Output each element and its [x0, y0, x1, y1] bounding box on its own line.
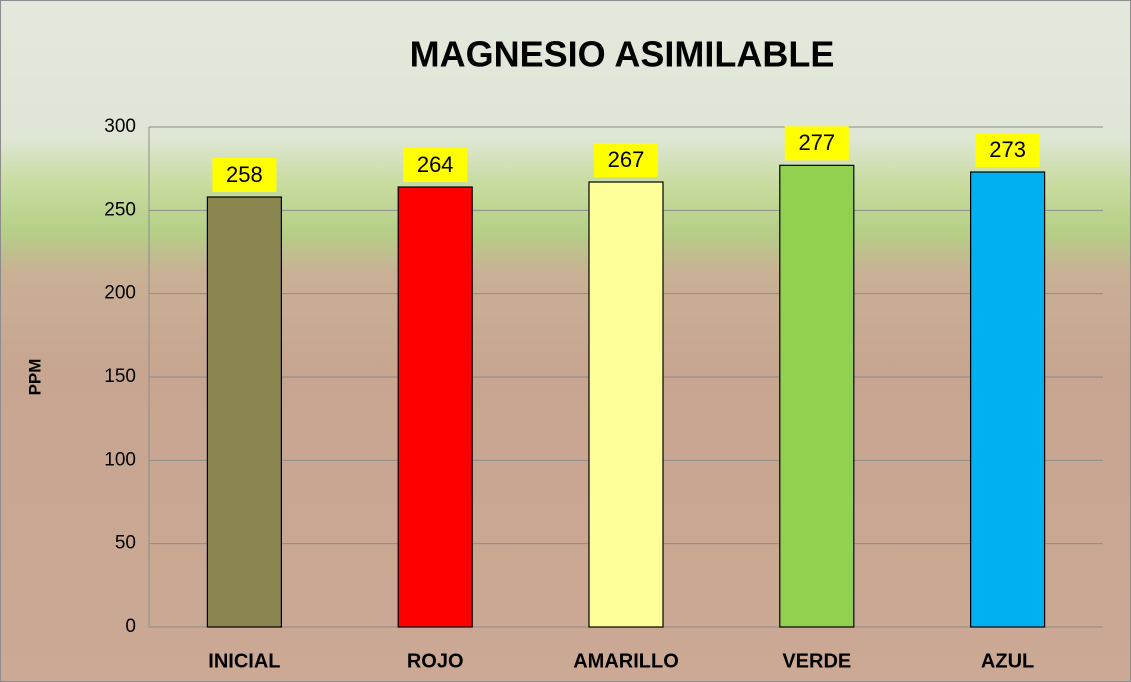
y-tick-label: 50: [115, 533, 136, 554]
bar: [207, 197, 281, 627]
bar: [971, 172, 1045, 627]
y-tick-label: 100: [104, 449, 136, 470]
page: MAGNESIO ASIMILABLE PPM 0 50 100 150 200 250 3…: [0, 0, 1131, 682]
bar: [780, 165, 854, 627]
data-label: 273: [989, 137, 1026, 162]
y-tick-label: 200: [104, 283, 136, 304]
chart: MAGNESIO ASIMILABLE PPM 0 50 100 150 200 250 3…: [0, 0, 1131, 682]
data-label: 267: [608, 147, 645, 172]
x-tick-label: ROJO: [407, 650, 464, 672]
data-label: 258: [226, 162, 263, 187]
y-tick-label: 250: [104, 199, 136, 220]
chart-title: MAGNESIO ASIMILABLE: [410, 34, 835, 75]
x-tick-label: INICIAL: [208, 650, 280, 672]
x-tick-label: AMARILLO: [573, 650, 679, 672]
y-tick-label: 300: [104, 116, 136, 137]
data-label: 264: [417, 152, 454, 177]
chart-background: [1, 1, 1131, 682]
bar: [589, 182, 663, 627]
y-tick-label: 0: [125, 616, 136, 637]
x-tick-label: VERDE: [782, 650, 851, 672]
bar: [398, 187, 472, 627]
x-tick-label: AZUL: [981, 650, 1034, 672]
data-label: 277: [798, 130, 835, 155]
y-tick-label: 150: [104, 366, 136, 387]
y-axis-label: PPM: [25, 359, 44, 396]
